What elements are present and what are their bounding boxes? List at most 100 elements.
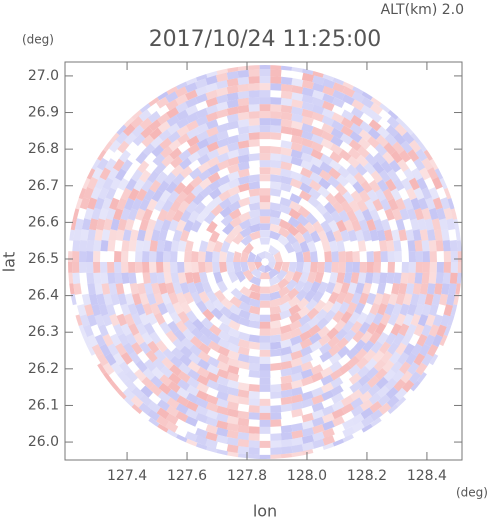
texture-cell: [351, 219, 362, 232]
texture-cell: [227, 350, 240, 361]
texture-cell: [198, 251, 206, 262]
texture-cell: [425, 197, 436, 210]
texture-cell: [328, 352, 342, 365]
texture-cell: [291, 408, 304, 418]
texture-cell: [157, 120, 171, 133]
texture-cell: [248, 111, 260, 119]
texture-cell: [227, 171, 240, 182]
texture-cell: [110, 218, 120, 231]
texture-cell: [155, 171, 168, 184]
texture-cell: [431, 293, 441, 306]
texture-cell: [403, 122, 416, 136]
texture-cell: [167, 381, 181, 393]
texture-cell: [385, 124, 399, 138]
texture-cell: [259, 454, 271, 459]
texture-cell: [456, 240, 462, 252]
plot-frame: [64, 61, 463, 461]
texture-cell: [237, 446, 250, 455]
texture-cell: [206, 220, 218, 234]
texture-cell: [259, 237, 271, 245]
texture-cell: [154, 198, 166, 212]
texture-cell: [417, 197, 429, 210]
texture-cell: [146, 218, 157, 232]
texture-cell: [386, 272, 395, 284]
texture-cell: [129, 229, 139, 242]
texture-cell: [372, 350, 385, 363]
texture-cell: [259, 83, 271, 91]
texture-cell: [322, 420, 335, 431]
texture-cell: [330, 143, 343, 155]
texture-cell: [301, 420, 314, 430]
texture-cell: [79, 262, 87, 273]
texture-cell: [409, 139, 422, 153]
texture-cell: [199, 334, 212, 347]
texture-cell: [281, 262, 290, 273]
texture-cell: [228, 208, 242, 220]
texture-cell: [291, 85, 304, 94]
texture-cell: [131, 198, 143, 211]
texture-cell: [114, 122, 127, 136]
texture-cell: [380, 313, 391, 326]
texture-cell: [237, 83, 250, 92]
texture-cell: [259, 293, 271, 301]
texture-cell: [84, 207, 94, 220]
texture-cell: [177, 379, 190, 391]
texture-cell: [328, 159, 342, 172]
texture-cell: [300, 353, 313, 365]
texture-cell: [80, 229, 89, 241]
texture-cell: [308, 324, 322, 337]
texture-cell: [254, 262, 263, 270]
texture-cell: [163, 272, 173, 284]
texture-cell: [259, 328, 271, 336]
texture-cell: [270, 97, 282, 105]
texture-cell: [443, 262, 451, 273]
texture-cell: [227, 185, 241, 197]
texture-cell: [294, 280, 306, 293]
texture-cell: [369, 302, 381, 316]
texture-cell: [346, 209, 358, 223]
texture-cell: [259, 146, 271, 154]
texture-cell: [237, 111, 250, 121]
texture-cell: [192, 318, 205, 332]
texture-cell: [180, 209, 192, 223]
texture-cell: [300, 152, 314, 163]
texture-cell: [399, 149, 412, 163]
texture-cell: [280, 168, 293, 178]
texture-cell: [159, 137, 172, 150]
texture-cell: [212, 262, 220, 273]
texture-cell: [259, 419, 271, 427]
texture-cell: [259, 216, 271, 224]
texture-cell: [91, 167, 103, 180]
y-tick-label: 26.0: [28, 434, 59, 450]
texture-cell: [329, 272, 339, 284]
texture-cell: [273, 251, 283, 262]
texture-cell: [177, 371, 191, 383]
texture-cell: [400, 333, 413, 347]
texture-cell: [216, 412, 229, 423]
texture-cell: [421, 157, 434, 171]
texture-cell: [312, 431, 325, 442]
texture-cell: [350, 114, 364, 127]
texture-cell: [387, 107, 401, 120]
texture-cell: [136, 229, 146, 242]
texture-cell: [248, 139, 260, 147]
texture-cell: [410, 197, 421, 211]
texture-cell: [141, 179, 153, 192]
texture-cell: [238, 219, 252, 230]
texture-cell: [240, 262, 249, 273]
texture-cell: [117, 177, 130, 191]
texture-cell: [352, 262, 360, 273]
texture-cell: [178, 362, 192, 375]
texture-cell: [411, 167, 423, 181]
texture-cell: [206, 133, 219, 145]
texture-cell: [321, 123, 334, 134]
texture-cell: [380, 198, 391, 211]
texture-cell: [147, 110, 161, 123]
texture-cell: [386, 395, 400, 408]
texture-cell: [311, 409, 325, 420]
texture-cell: [237, 140, 250, 149]
texture-cell: [331, 392, 344, 404]
texture-cell: [336, 337, 349, 350]
texture-cell: [202, 202, 215, 216]
texture-cell: [159, 189, 172, 203]
